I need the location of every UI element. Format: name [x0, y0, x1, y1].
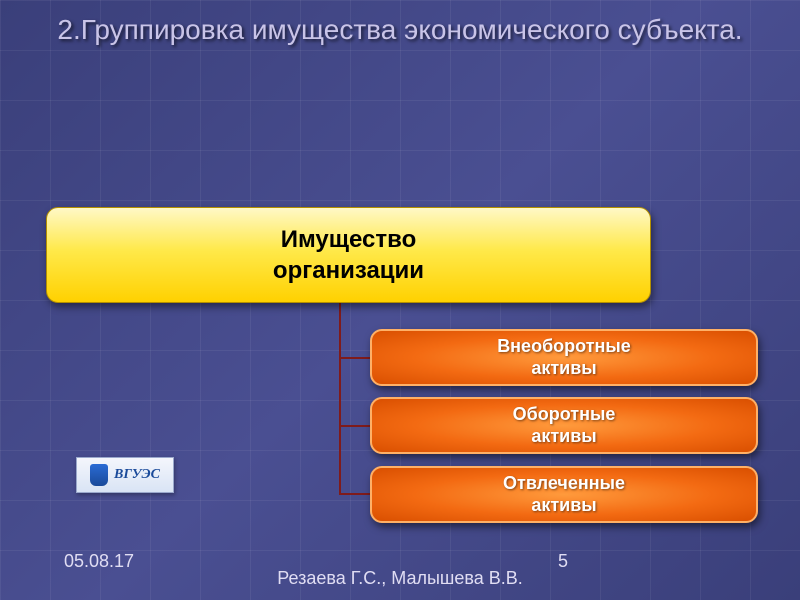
- connector-h2: [339, 425, 370, 427]
- footer-date: 05.08.17: [64, 551, 134, 572]
- node-child-1-line2: активы: [531, 426, 596, 448]
- slide: 2.Группировка имущества экономического с…: [0, 0, 800, 600]
- node-child-0-line1: Внеоборотные: [497, 336, 631, 358]
- logo-inner: ВГУЭС: [90, 464, 160, 486]
- node-root: Имущество организации: [46, 207, 651, 303]
- logo: ВГУЭС: [76, 457, 174, 493]
- footer-slide-number: 5: [558, 551, 568, 572]
- connector-h3: [339, 493, 370, 495]
- node-child-1: Оборотные активы: [370, 397, 758, 454]
- logo-text: ВГУЭС: [114, 467, 160, 483]
- node-child-0-line2: активы: [531, 358, 596, 380]
- node-root-line1: Имущество: [281, 224, 417, 255]
- slide-title: 2.Группировка имущества экономического с…: [0, 12, 800, 48]
- connector-h1: [339, 357, 370, 359]
- footer-authors: Резаева Г.С., Малышева В.В.: [270, 568, 530, 590]
- connector-vertical: [339, 303, 341, 494]
- node-child-2-line1: Отвлеченные: [503, 473, 625, 495]
- node-child-0: Внеоборотные активы: [370, 329, 758, 386]
- node-child-2-line2: активы: [531, 495, 596, 517]
- node-root-line2: организации: [273, 255, 424, 286]
- node-child-1-line1: Оборотные: [513, 404, 616, 426]
- logo-shield-icon: [90, 464, 108, 486]
- node-child-2: Отвлеченные активы: [370, 466, 758, 523]
